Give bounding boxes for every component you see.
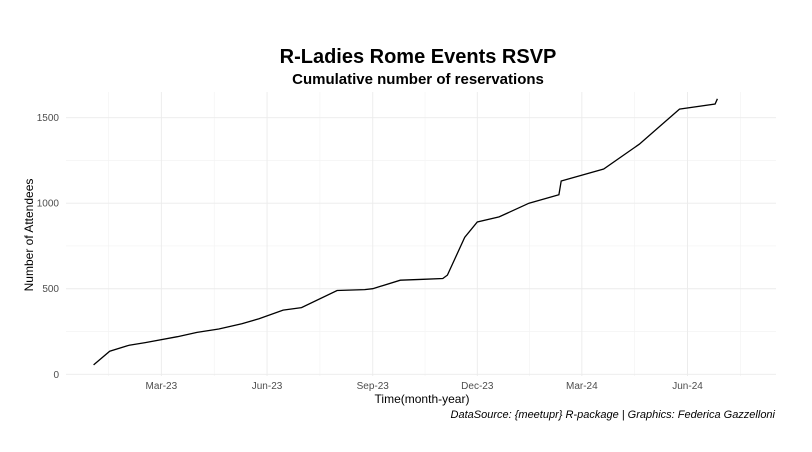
y-tick-label: 500 bbox=[42, 284, 59, 295]
x-tick-label: Jun-23 bbox=[252, 381, 283, 392]
x-tick-label: Mar-24 bbox=[566, 381, 598, 392]
x-tick-label: Dec-23 bbox=[461, 381, 494, 392]
chart-title: R-Ladies Rome Events RSVP bbox=[280, 46, 557, 68]
x-tick-label: Sep-23 bbox=[357, 381, 390, 392]
y-tick-label: 1000 bbox=[37, 199, 60, 210]
x-axis-ticks: Mar-23 Jun-23 Sep-23 Dec-23 Mar-24 Jun-24 bbox=[146, 381, 704, 392]
x-axis-title: Time(month-year) bbox=[375, 392, 470, 406]
series-line-cumulative-reservations bbox=[93, 98, 718, 366]
y-tick-label: 1500 bbox=[37, 113, 60, 124]
y-axis-ticks: 0 500 1000 1500 bbox=[37, 113, 60, 381]
y-axis-title: Number of Attendees bbox=[22, 179, 36, 292]
x-tick-label: Mar-23 bbox=[146, 381, 178, 392]
y-tick-label: 0 bbox=[53, 370, 59, 381]
chart-subtitle: Cumulative number of reservations bbox=[292, 71, 544, 88]
x-tick-label: Jun-24 bbox=[672, 381, 703, 392]
chart-caption: DataSource: {meetupr} R-package | Graphi… bbox=[451, 409, 776, 421]
gridlines bbox=[66, 92, 776, 376]
